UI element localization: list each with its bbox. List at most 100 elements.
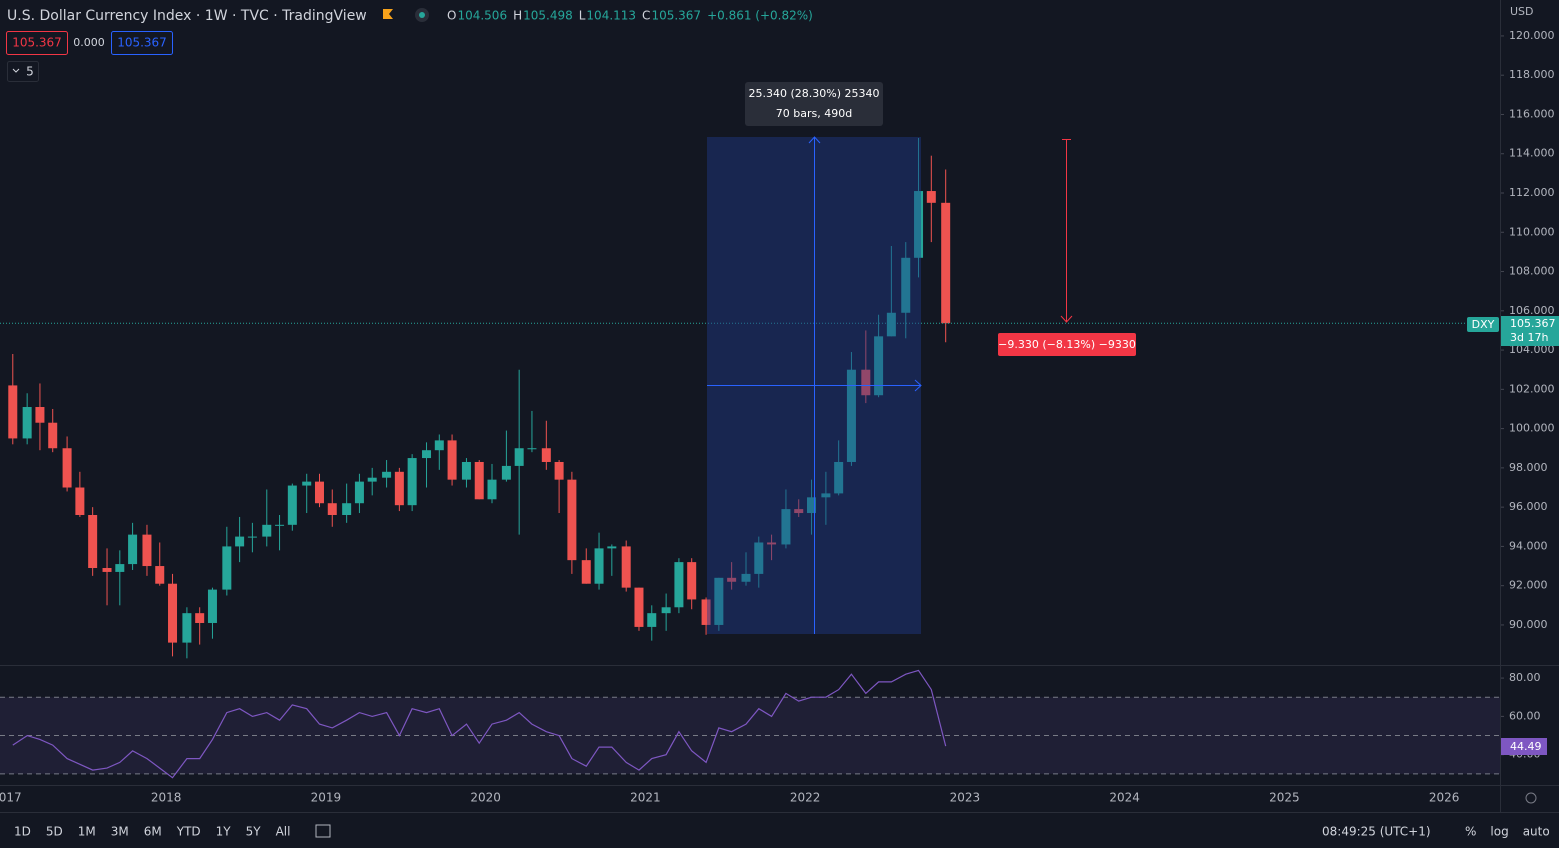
range-button[interactable]: 6M	[144, 825, 162, 839]
ohlc-key: L	[579, 9, 586, 23]
y-tick-label: 104.000	[1509, 343, 1555, 356]
candle-body	[447, 440, 457, 480]
candle-body	[354, 481, 364, 504]
candle-body	[88, 514, 98, 569]
x-tick-label: 2026	[1429, 791, 1460, 805]
candle-body	[794, 509, 804, 514]
range-button[interactable]: 1Y	[216, 825, 232, 839]
candle-body	[487, 479, 497, 500]
range-button[interactable]: 5D	[46, 825, 63, 839]
candle-body	[222, 546, 232, 590]
y-tick-label: 100.000	[1509, 422, 1555, 435]
candle-body	[541, 448, 551, 462]
candle-body	[527, 448, 537, 450]
candle-body	[128, 534, 138, 565]
clock: 08:49:25 (UTC+1)	[1322, 825, 1431, 839]
measure-arrow	[914, 379, 922, 392]
x-tick-label: 2021	[630, 791, 661, 805]
candle-body	[621, 546, 631, 588]
measure-label: 25.340 (28.30%) 25340	[748, 87, 879, 100]
candle-body	[834, 461, 844, 494]
range-button[interactable]: 3M	[111, 825, 129, 839]
candle-body	[874, 336, 884, 396]
spread: 0.000	[73, 36, 105, 49]
candle-body	[394, 471, 404, 506]
x-tick-label: 2025	[1269, 791, 1300, 805]
scale-option[interactable]: auto	[1523, 825, 1550, 839]
collapsed-count: 5	[26, 65, 34, 79]
y-tick-label: 114.000	[1509, 147, 1555, 160]
candle-body	[846, 369, 856, 462]
candle-body	[594, 548, 604, 584]
y-tick-label: 108.000	[1509, 265, 1555, 278]
candle-body	[501, 465, 511, 480]
y-tick-label: 102.000	[1509, 382, 1555, 395]
candle-body	[195, 613, 205, 623]
chart-title: U.S. Dollar Currency Index · 1W · TVC · …	[7, 8, 367, 24]
x-tick-label: 2019	[311, 791, 342, 805]
candle-body	[287, 485, 297, 525]
ohlc-value: 104.506	[457, 9, 507, 23]
range-button[interactable]: 5Y	[246, 825, 262, 839]
candle-body	[607, 546, 617, 549]
candle-body	[314, 481, 324, 504]
candle-body	[754, 542, 764, 574]
price-badge	[1501, 316, 1559, 346]
range-button[interactable]: YTD	[176, 825, 201, 839]
change: +0.861 (+0.82%)	[707, 9, 813, 23]
candle-body	[634, 587, 644, 627]
y-tick-label: 116.000	[1509, 107, 1555, 120]
chevron	[12, 68, 20, 73]
ruler-label: −9.330 (−8.13%) −9330	[998, 338, 1136, 351]
candle-body	[327, 503, 337, 515]
ohlc-key: O	[447, 9, 456, 23]
candle-body	[367, 477, 377, 482]
x-tick-label: 2024	[1109, 791, 1140, 805]
ruler-tooltip	[998, 333, 1136, 356]
candle-body	[102, 568, 112, 572]
measure-bars: 70 bars, 490d	[776, 107, 852, 120]
candle-body	[741, 573, 751, 582]
date-range-icon[interactable]	[315, 824, 331, 838]
y-tick-label: 94.000	[1509, 539, 1548, 552]
status-dot-inner	[419, 12, 425, 18]
ruler-arrow	[1060, 315, 1073, 323]
ohlc-key: H	[513, 9, 522, 23]
range-button[interactable]: 1D	[14, 825, 31, 839]
scale-option[interactable]: log	[1490, 825, 1508, 839]
x-tick-label: 2017	[0, 791, 22, 805]
settings-icon[interactable]	[1525, 792, 1537, 804]
candle-body	[647, 613, 657, 627]
ohlc-value: 104.113	[586, 9, 636, 23]
collapse-btn[interactable]	[7, 61, 39, 82]
x-tick-label: 2020	[470, 791, 501, 805]
candle-body	[407, 458, 417, 506]
rsi-tick-label: 60.00	[1509, 709, 1541, 722]
ask-box[interactable]	[111, 31, 173, 55]
y-tick-label: 98.000	[1509, 461, 1548, 474]
y-tick-label: 120.000	[1509, 29, 1555, 42]
countdown: 3d 17h	[1510, 331, 1548, 344]
candle-body	[767, 542, 777, 545]
candle-body	[714, 577, 724, 625]
y-tick-label: 106.000	[1509, 304, 1555, 317]
candle-body	[941, 202, 951, 324]
candle-body	[422, 450, 432, 459]
scale-option[interactable]: %	[1465, 825, 1476, 839]
range-button[interactable]: 1M	[78, 825, 96, 839]
bid-box[interactable]	[6, 31, 68, 55]
candle-body	[115, 564, 125, 572]
candle-body	[701, 599, 711, 625]
candle-body	[62, 448, 72, 488]
candle-body	[247, 536, 257, 538]
currency[interactable]: USD	[1510, 5, 1534, 18]
candle-body	[155, 566, 165, 584]
candle-body	[382, 471, 392, 478]
candle-body	[926, 191, 936, 203]
y-tick-label: 92.000	[1509, 579, 1548, 592]
range-button[interactable]: All	[276, 825, 291, 839]
candle-body	[581, 560, 591, 584]
flag-icon	[383, 9, 393, 19]
x-tick-label: 2022	[790, 791, 821, 805]
